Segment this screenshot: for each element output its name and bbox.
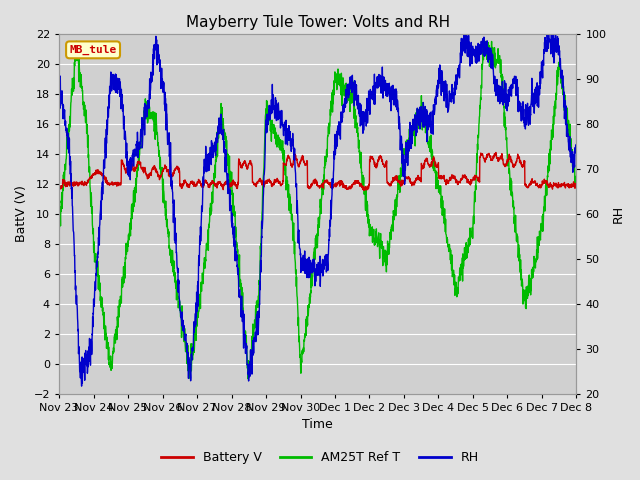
RH xyxy=(333,132,340,138)
Text: MB_tule: MB_tule xyxy=(69,45,116,55)
AM25T Ref T xyxy=(73,38,81,44)
AM25T Ref T xyxy=(244,376,252,382)
AM25T Ref T xyxy=(333,87,340,93)
Y-axis label: BattV (V): BattV (V) xyxy=(15,185,28,242)
Line: RH: RH xyxy=(59,34,577,386)
RH xyxy=(344,91,351,96)
Battery V xyxy=(55,182,63,188)
AM25T Ref T xyxy=(541,193,549,199)
Battery V xyxy=(573,184,580,190)
Legend: Battery V, AM25T Ref T, RH: Battery V, AM25T Ref T, RH xyxy=(156,446,484,469)
RH xyxy=(541,47,549,52)
Battery V xyxy=(344,185,351,191)
AM25T Ref T xyxy=(344,91,352,97)
RH xyxy=(573,144,580,150)
RH xyxy=(468,61,476,67)
RH xyxy=(200,182,207,188)
AM25T Ref T xyxy=(573,175,580,180)
AM25T Ref T xyxy=(55,220,63,226)
Y-axis label: RH: RH xyxy=(612,205,625,223)
Battery V xyxy=(200,184,207,190)
RH xyxy=(527,101,535,107)
Battery V xyxy=(360,187,368,193)
Line: Battery V: Battery V xyxy=(59,153,577,190)
RH xyxy=(78,383,86,389)
Line: AM25T Ref T: AM25T Ref T xyxy=(59,41,577,379)
X-axis label: Time: Time xyxy=(302,419,333,432)
Battery V xyxy=(468,179,476,184)
Battery V xyxy=(333,183,340,189)
Title: Mayberry Tule Tower: Volts and RH: Mayberry Tule Tower: Volts and RH xyxy=(186,15,450,30)
RH xyxy=(55,88,63,94)
Battery V xyxy=(492,150,500,156)
Battery V xyxy=(527,178,535,184)
Battery V xyxy=(541,178,549,184)
RH xyxy=(543,31,551,37)
AM25T Ref T xyxy=(200,269,207,275)
AM25T Ref T xyxy=(468,225,476,230)
AM25T Ref T xyxy=(527,288,535,293)
